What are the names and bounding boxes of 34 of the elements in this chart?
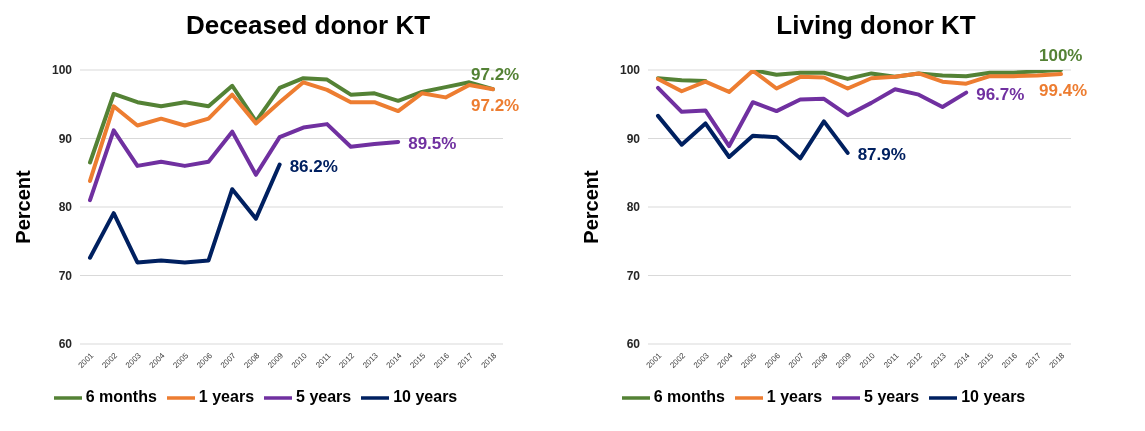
data-label: 97.2% [471, 96, 520, 116]
data-label: 86.2% [289, 156, 338, 176]
y-tick-label: 70 [626, 268, 641, 283]
data-label: 100% [1039, 46, 1083, 65]
y-tick-label: 100 [51, 63, 73, 78]
data-label: 96.7% [976, 84, 1025, 104]
data-label: 97.2% [471, 65, 520, 85]
y-tick-label: 80 [58, 200, 73, 215]
legend-label: 5 years [296, 388, 352, 406]
line-series [88, 162, 282, 265]
line-series [656, 113, 850, 161]
y-tick-label: 70 [58, 268, 73, 283]
legend-label: 5 years [864, 388, 920, 406]
y-tick-label: 90 [58, 131, 73, 146]
y-tick-label: 100 [619, 63, 641, 78]
legend-label: 1 years [198, 388, 255, 406]
line-series [88, 122, 401, 203]
y-tick-label: 90 [626, 131, 641, 146]
data-label: 99.4% [1039, 81, 1088, 101]
y-axis-title: Percent [12, 169, 35, 244]
line-series [656, 85, 969, 149]
y-tick-label: 60 [58, 337, 73, 352]
y-tick-label: 80 [626, 200, 641, 215]
data-label: 89.5% [408, 133, 457, 153]
legend-label: 10 years [393, 388, 458, 406]
y-tick-label: 60 [626, 337, 641, 352]
legend-label: 1 years [766, 388, 823, 406]
chart-title: Living donor KT [775, 9, 977, 42]
legend-label: 6 months [653, 388, 725, 406]
data-label: 87.9% [857, 144, 906, 164]
chart-title: Deceased donor KT [184, 9, 432, 42]
legend-label: 6 months [85, 388, 157, 406]
y-axis-title: Percent [580, 169, 603, 244]
legend-label: 10 years [961, 388, 1026, 406]
